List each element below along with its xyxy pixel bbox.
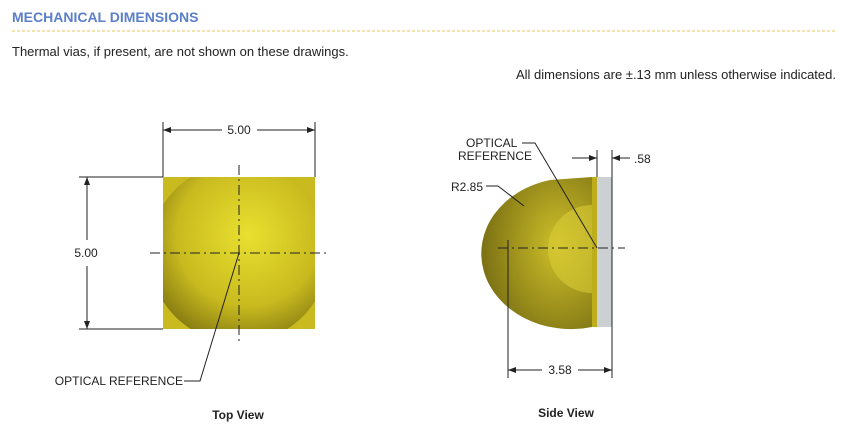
dimension-label: 5.00 <box>227 123 251 137</box>
note: All dimensions are ±.13 mm unless otherw… <box>516 67 836 82</box>
leader <box>486 185 525 207</box>
rim <box>592 177 597 327</box>
leader <box>184 252 240 382</box>
section-title: MECHANICAL DIMENSIONS <box>12 9 198 25</box>
caption: Side View <box>538 406 594 420</box>
dimension-label: .58 <box>634 152 651 166</box>
dimension-label: 5.00 <box>74 246 98 260</box>
substrate <box>597 177 612 327</box>
reference-label: OPTICAL <box>466 136 518 150</box>
reference-label: REFERENCE <box>458 149 532 163</box>
reference-label: OPTICAL REFERENCE <box>55 374 183 388</box>
inner-lens <box>548 205 592 293</box>
dimension-label: 3.58 <box>548 363 572 377</box>
radius-label: R2.85 <box>451 180 483 194</box>
note: Thermal vias, if present, are not shown … <box>12 44 349 59</box>
caption: Top View <box>212 408 264 422</box>
leader <box>522 142 598 249</box>
